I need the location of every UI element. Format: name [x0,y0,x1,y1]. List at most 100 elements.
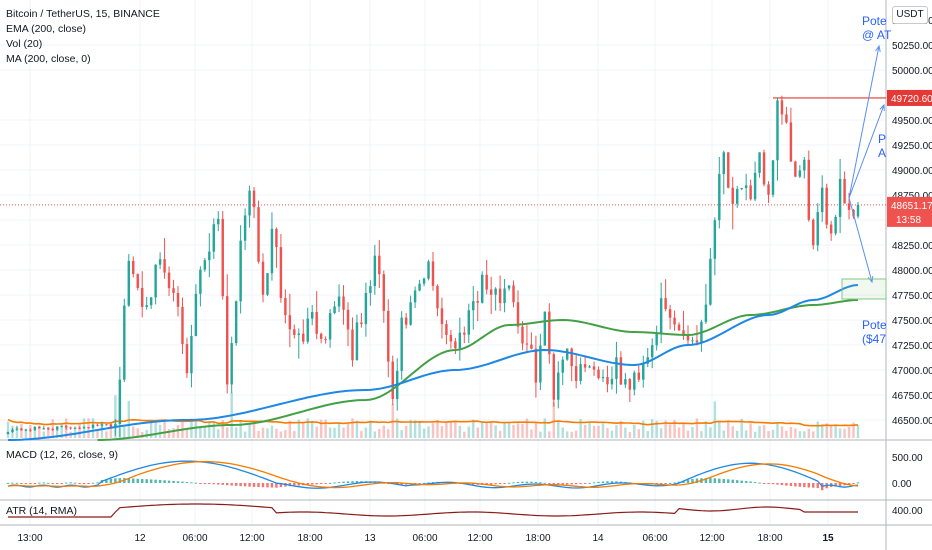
volume-bar [199,426,202,438]
macd-histogram-bar [557,483,560,485]
volume-bar [239,421,242,438]
candle [11,429,14,432]
candle [727,152,730,188]
macd-histogram-bar [776,483,779,485]
indicator-ema[interactable]: EMA (200, close) [6,23,86,35]
volume-bar [820,424,824,438]
candle [767,184,770,195]
macd-histogram-bar [127,478,131,483]
candle [319,333,323,339]
candle [525,343,529,345]
macd-histogram-bar [762,483,766,484]
volume-bar [140,431,144,438]
candle [132,260,135,275]
macd-histogram-bar [677,481,681,483]
price-tick-label: 46750.00 [892,391,932,402]
macd-histogram-bar [6,483,10,484]
macd-histogram-bar [158,479,162,483]
macd-histogram-bar [431,482,435,484]
volume-bar [293,431,296,438]
macd-signal-line [7,460,859,489]
macd-histogram-bar [297,483,301,486]
volume-bar [243,431,247,438]
candle [266,273,269,295]
macd-histogram-bar [149,479,153,483]
volume-bar [507,421,511,438]
volume-bar [673,420,676,438]
price-tick-label: 50250.00 [892,41,932,52]
candle [512,285,515,303]
macd-histogram-bar [91,482,95,484]
time-tick-label: 18:00 [525,533,550,544]
macd-legend[interactable]: MACD (12, 26, close, 9) [6,449,119,461]
candle [409,302,412,325]
volume-bar [315,426,318,438]
candle [771,160,775,195]
volume-bar [78,423,81,438]
volume-bar [217,429,220,438]
volume-bar [803,431,806,438]
atr-legend[interactable]: ATR (14, RMA) [6,505,77,517]
candle [87,427,90,429]
macd-histogram-bar [418,483,421,484]
price-tick-label: 47000.00 [892,366,932,377]
volume-bar [20,423,23,438]
candle [33,426,37,431]
macd-histogram-bar [346,481,350,483]
volume-bar [431,423,435,438]
candle [261,261,265,295]
volume-bar [503,422,506,438]
candle [154,264,157,298]
candle [543,311,547,346]
volume-bar [539,431,542,438]
time-tick-label: 12:00 [239,533,264,544]
volume-bar [387,429,390,438]
macd-histogram-bar [816,483,819,488]
candle [601,376,605,379]
macd-histogram-bar [248,483,251,487]
volume-bar [619,421,623,438]
macd-histogram-bar [319,483,323,484]
volume-bar [436,419,439,438]
currency-button[interactable]: USDT [892,6,928,24]
candle [695,340,699,343]
macd-histogram-bar [583,483,587,484]
macd-histogram-bar [324,483,327,484]
macd-histogram-bar [601,481,605,483]
symbol-title[interactable]: Bitcoin / TetherUS, 15, BINANCE [6,8,160,20]
price-tick-label: 49250.00 [892,141,932,152]
volume-bar [337,423,341,438]
volume-bar [105,431,108,438]
macd-histogram-bar [243,483,247,487]
macd-histogram-bar [24,483,28,484]
macd-histogram-bar [38,482,41,484]
candle [310,312,314,319]
volume-bar [624,427,627,438]
volume-bar [709,427,712,438]
macd-histogram-bar [812,483,815,488]
moving-averages [8,284,859,441]
macd-histogram-bar [351,481,354,483]
macd-histogram-bar [69,482,72,484]
candle [208,251,211,261]
volume-bar [279,431,283,438]
indicator-vol[interactable]: Vol (20) [6,38,43,50]
candle [642,363,645,380]
candle [109,424,113,427]
candle [650,345,654,358]
macd-histogram-bar [767,483,770,484]
volume-bar [409,419,412,438]
macd-histogram-bar [856,482,860,484]
candle [302,333,305,342]
macd-histogram-bar [185,481,189,483]
macd-histogram-bar [852,483,855,484]
macd-histogram-bar [239,483,242,487]
annotation-bottom: Pote ($47 [862,318,887,346]
indicator-ma[interactable]: MA (200, close, 0) [6,53,91,65]
time-tick-label: 06:00 [412,533,437,544]
volume-bar [534,422,538,438]
time-tick-label: 06:00 [642,533,667,544]
candle [167,272,171,289]
macd-histogram-bar [82,483,86,484]
